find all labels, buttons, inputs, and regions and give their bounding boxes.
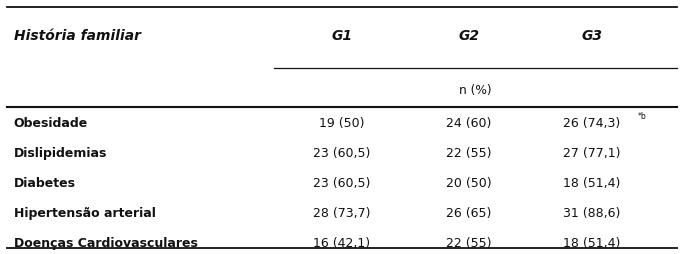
Text: 28 (73,7): 28 (73,7) [313,207,371,219]
Text: 19 (50): 19 (50) [319,117,365,129]
Text: 23 (60,5): 23 (60,5) [313,147,371,159]
Text: 18 (51,4): 18 (51,4) [563,236,620,249]
Text: 26 (65): 26 (65) [446,207,491,219]
Text: 16 (42,1): 16 (42,1) [313,236,371,249]
Text: Hipertensão arterial: Hipertensão arterial [14,207,155,219]
Text: Obesidade: Obesidade [14,117,88,129]
Text: G3: G3 [581,29,602,42]
Text: Diabetes: Diabetes [14,177,76,189]
Text: História familiar: História familiar [14,29,141,42]
Text: 23 (60,5): 23 (60,5) [313,177,371,189]
Text: 20 (50): 20 (50) [446,177,491,189]
Text: 27 (77,1): 27 (77,1) [563,147,620,159]
Text: G2: G2 [458,29,479,42]
Text: 22 (55): 22 (55) [446,236,491,249]
Text: Dislipidemias: Dislipidemias [14,147,107,159]
Text: 26 (74,3): 26 (74,3) [563,117,620,129]
Text: 24 (60): 24 (60) [446,117,491,129]
Text: 22 (55): 22 (55) [446,147,491,159]
Text: 18 (51,4): 18 (51,4) [563,177,620,189]
Text: n (%): n (%) [459,84,492,97]
Text: G1: G1 [332,29,352,42]
Text: *b: *b [638,111,647,120]
Text: 31 (88,6): 31 (88,6) [563,207,620,219]
Text: Doenças Cardiovasculares: Doenças Cardiovasculares [14,236,198,249]
